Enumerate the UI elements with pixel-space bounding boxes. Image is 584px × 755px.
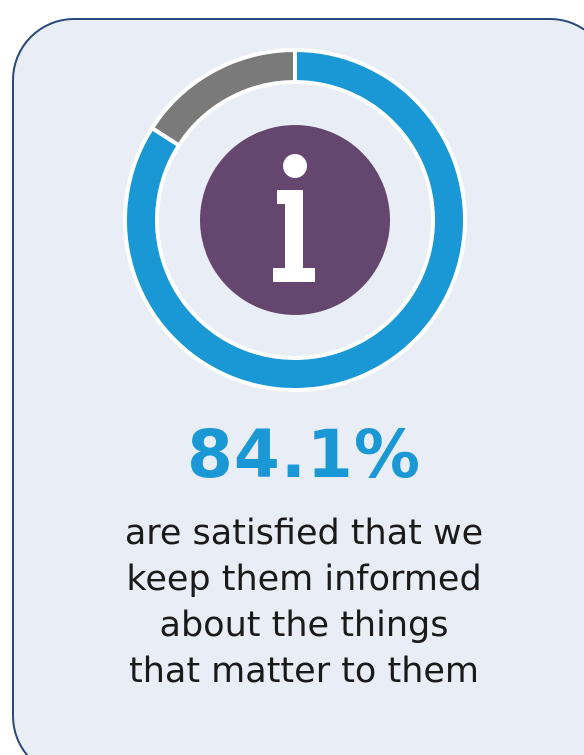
caption-line: about the things — [159, 605, 449, 645]
donut-slices — [123, 47, 467, 392]
caption-line: keep them informed — [126, 559, 482, 599]
donut-slice-other — [149, 47, 297, 149]
donut-chart — [123, 47, 467, 392]
info-icon — [200, 125, 390, 315]
stat-caption: are satisfied that we keep them informed… — [0, 510, 584, 694]
info-icon-stem — [273, 190, 315, 282]
caption-line: are satisfied that we — [124, 513, 484, 553]
caption-line: that matter to them — [128, 651, 480, 691]
info-icon-dot — [283, 154, 307, 178]
stat-value: 84.1% — [187, 416, 421, 493]
donut-slice-satisfied — [123, 47, 467, 392]
